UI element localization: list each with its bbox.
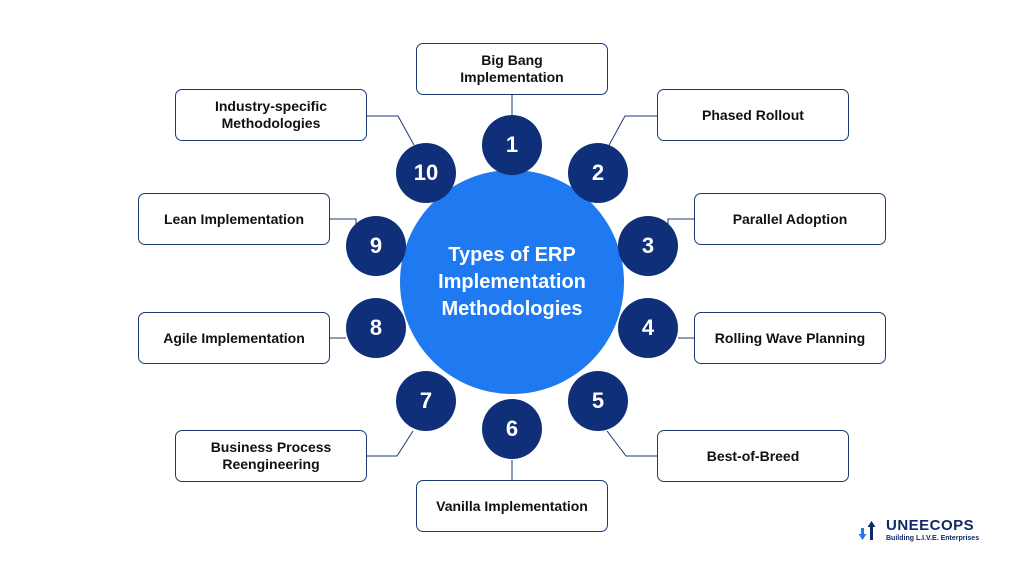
number-circle-6: 6: [482, 399, 542, 459]
label-box-4: Rolling Wave Planning: [694, 312, 886, 364]
label-box-1: Big Bang Implementation: [416, 43, 608, 95]
number-circle-3: 3: [618, 216, 678, 276]
label-box-2: Phased Rollout: [657, 89, 849, 141]
connector-5: [606, 430, 657, 457]
connector-10: [367, 115, 415, 146]
label-box-6: Vanilla Implementation: [416, 480, 608, 532]
number-circle-2: 2: [568, 143, 628, 203]
logo-name: UNEECOPS: [886, 517, 975, 534]
connector-7: [367, 430, 414, 457]
number-circle-7: 7: [396, 371, 456, 431]
label-box-7: Business Process Reengineering: [175, 430, 367, 482]
connector-2: [607, 115, 657, 148]
number-circle-8: 8: [346, 298, 406, 358]
label-box-8: Agile Implementation: [138, 312, 330, 364]
number-circle-9: 9: [346, 216, 406, 276]
label-box-3: Parallel Adoption: [694, 193, 886, 245]
number-circle-1: 1: [482, 115, 542, 175]
uneecops-logo: UNEECOPS Building L.I.V.E. Enterprises: [858, 518, 979, 543]
number-circle-4: 4: [618, 298, 678, 358]
label-box-10: Industry-specific Methodologies: [175, 89, 367, 141]
number-circle-10: 10: [396, 143, 456, 203]
center-title: Types of ERP Implementation Methodologie…: [400, 170, 624, 394]
number-circle-5: 5: [568, 371, 628, 431]
logo-tagline: Building L.I.V.E. Enterprises: [886, 535, 980, 542]
label-box-5: Best-of-Breed: [657, 430, 849, 482]
up-down-arrows-icon: [858, 520, 880, 542]
label-box-9: Lean Implementation: [138, 193, 330, 245]
